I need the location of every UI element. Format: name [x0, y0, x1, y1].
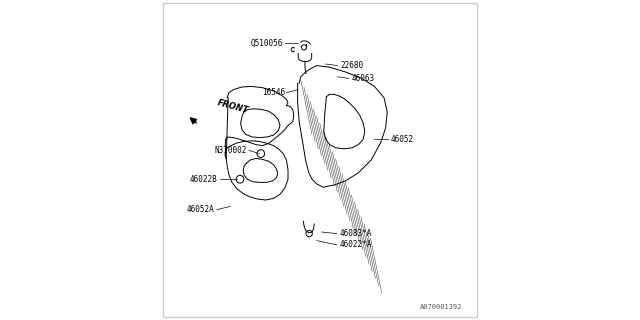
Text: A070001392: A070001392 — [420, 304, 463, 310]
Text: N370002: N370002 — [214, 146, 246, 155]
Text: 46022*A: 46022*A — [339, 240, 372, 249]
Text: 46052A: 46052A — [187, 205, 214, 214]
Text: 22680: 22680 — [340, 61, 364, 70]
Text: 46052: 46052 — [390, 135, 413, 144]
Text: FRONT: FRONT — [216, 98, 250, 115]
Text: 46063: 46063 — [352, 74, 375, 83]
Text: 46022B: 46022B — [190, 175, 218, 184]
Text: 16546: 16546 — [262, 88, 285, 97]
Text: Q510056: Q510056 — [251, 39, 283, 48]
Text: 46083*A: 46083*A — [339, 229, 372, 238]
